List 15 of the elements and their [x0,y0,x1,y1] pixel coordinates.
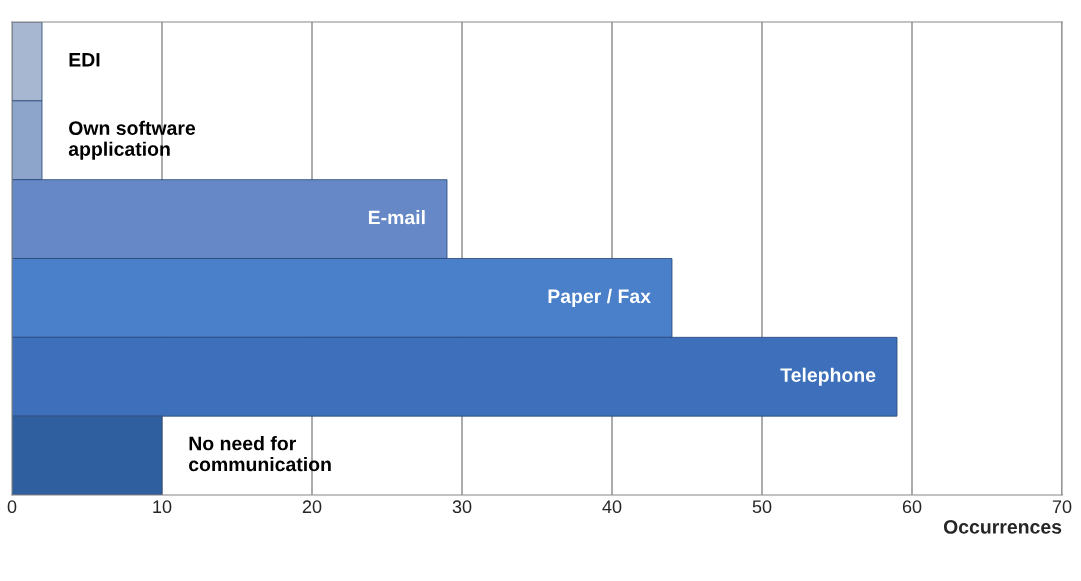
x-tick-label: 60 [902,500,922,514]
x-tick-label: 10 [153,500,172,514]
y-tick-label: Paper / Fax [548,288,651,307]
y-tick-label: Own software application [68,120,196,160]
x-tick-label: 0 [7,500,17,514]
x-tick-label: 40 [602,500,622,514]
x-tick-label: 30 [452,500,472,514]
y-tick-label: No need for communication [189,436,331,472]
x-tick-label: 70 [1052,500,1072,514]
y-tick-label: EDI [69,53,100,67]
x-axis-title: Occurrences [943,519,1062,534]
y-tick-label: E-mail [368,210,425,225]
x-tick-label: 20 [302,500,322,514]
y-tick-label: Telephone [780,367,876,386]
x-tick-label: 50 [752,500,772,514]
